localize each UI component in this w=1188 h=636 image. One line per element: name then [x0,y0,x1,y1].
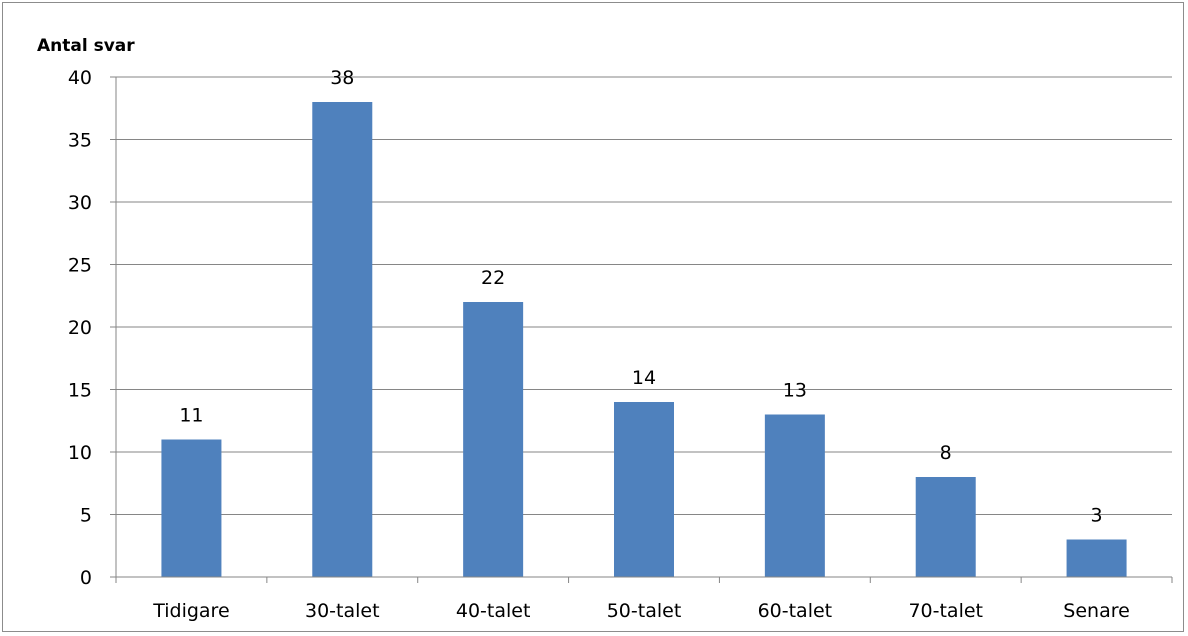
x-tick-label: 60-talet [758,600,833,622]
data-label: 8 [940,442,952,464]
bar [614,402,674,577]
x-tick-label: 30-talet [305,600,380,622]
data-label: 11 [179,405,203,427]
x-tick-label: Senare [1063,600,1130,622]
bar [312,102,373,577]
bar [764,414,825,577]
x-axis: Tidigare 30-talet 40-talet 50-talet 60-talet… [115,77,1173,622]
y-tick-label: 20 [68,317,92,339]
bar [1066,539,1127,577]
x-tick-label: Tidigare [152,600,229,622]
gridlines [116,76,1172,515]
bar [161,439,222,577]
y-tick-label: 40 [68,67,92,89]
data-label: 22 [481,267,505,289]
x-tick-label: 50-talet [607,600,682,622]
y-axis-ticks: 0 5 10 15 20 25 30 35 40 [68,67,116,589]
data-label: 13 [783,380,807,402]
y-tick-label: 25 [68,255,92,277]
x-tick-label: 70-talet [908,600,983,622]
data-label: 14 [632,367,656,389]
y-tick-label: 15 [68,380,92,402]
y-tick-label: 0 [80,567,92,589]
y-axis-title: Antal svar [37,36,135,56]
data-label: 38 [330,67,354,89]
x-tick-label: 40-talet [456,600,531,622]
y-tick-label: 30 [68,192,92,214]
data-label: 3 [1091,505,1103,527]
bar [463,302,524,577]
y-tick-label: 5 [80,505,92,527]
y-tick-label: 10 [68,442,92,464]
y-tick-label: 35 [68,130,92,152]
bar [915,477,976,577]
bars: 11 38 22 14 13 8 3 [161,67,1127,577]
